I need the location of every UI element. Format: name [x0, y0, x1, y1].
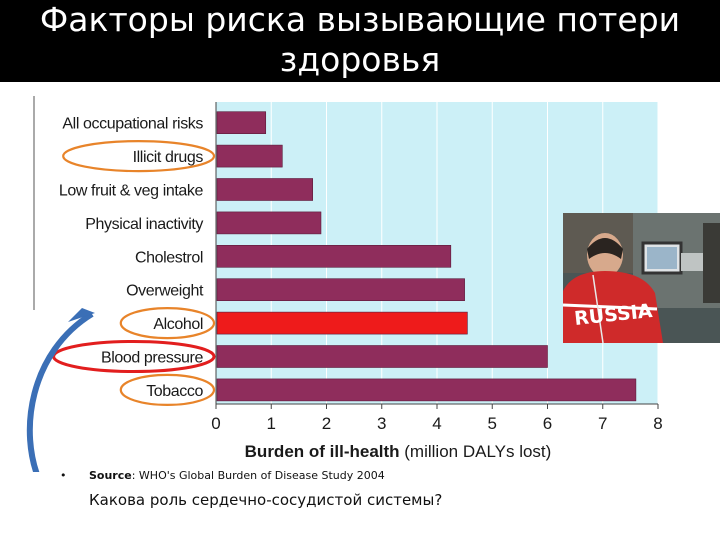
- bar: [216, 178, 313, 201]
- source-rest: : WHO's Global Burden of Disease Study 2…: [131, 469, 385, 482]
- bar: [216, 245, 452, 268]
- bar: [216, 278, 465, 301]
- highlight-circle: [119, 307, 216, 340]
- slide-notes: • Source: WHO's Global Burden of Disease…: [60, 466, 700, 512]
- slide-title: Факторы риска вызывающие потери здоровья: [0, 0, 720, 82]
- category-label: All occupational risks: [62, 116, 203, 133]
- x-tick-label: 6: [543, 414, 552, 433]
- x-tick-label: 3: [377, 414, 386, 433]
- category-label: Cholestrol: [135, 249, 203, 266]
- source-text: Source: WHO's Global Burden of Disease S…: [89, 466, 385, 486]
- x-tick-label: 1: [267, 414, 276, 433]
- title-line-2: здоровья: [279, 40, 441, 79]
- x-tick-label: 2: [322, 414, 331, 433]
- question-line: Какова роль сердечно-сосудистой системы?: [60, 488, 700, 512]
- x-tick-label: 4: [432, 414, 441, 433]
- x-tick-label: 7: [598, 414, 607, 433]
- photo-man-at-computer: RUSSIA: [563, 213, 720, 343]
- category-label: Overweight: [126, 283, 204, 300]
- x-axis-label-unit: (million DALYs lost): [404, 442, 551, 461]
- question-text: Какова роль сердечно-сосудистой системы?: [89, 491, 443, 509]
- highlight-circle: [52, 340, 216, 373]
- bar: [216, 211, 322, 235]
- category-label: Blood pressure: [101, 350, 204, 367]
- curved-arrow-body: [26, 311, 94, 472]
- photo-illustration: RUSSIA: [563, 213, 720, 343]
- source-prefix: Source: [89, 469, 132, 482]
- x-tick-label: 8: [653, 414, 662, 433]
- category-label: Low fruit & veg intake: [59, 183, 204, 200]
- bar: [216, 345, 548, 368]
- category-label: Illicit drugs: [133, 149, 204, 166]
- curved-arrow-head-top: [68, 308, 95, 322]
- bar: [216, 311, 468, 335]
- title-line-1: Факторы риска вызывающие потери: [39, 0, 681, 39]
- x-tick-label: 5: [488, 414, 497, 433]
- bar-chart: All occupational risks Illicit drugs Low f…: [0, 82, 720, 472]
- category-label: Tobacco: [146, 383, 203, 400]
- highlight-circle: [119, 373, 216, 406]
- x-axis-label: Burden of ill-health (million DALYs lost…: [245, 442, 552, 461]
- bullet-glyph: •: [60, 469, 67, 482]
- x-axis-label-bold: Burden of ill-health: [245, 442, 405, 461]
- source-line: • Source: WHO's Global Burden of Disease…: [60, 466, 700, 486]
- bar: [216, 144, 283, 168]
- bar: [216, 378, 637, 402]
- chart-svg: All occupational risks Illicit drugs Low f…: [26, 96, 663, 472]
- category-label: Physical inactivity: [85, 216, 203, 233]
- category-label: Alcohol: [153, 316, 203, 333]
- bar: [216, 111, 267, 135]
- x-tick-label: 0: [211, 414, 220, 433]
- highlight-circle: [62, 139, 216, 173]
